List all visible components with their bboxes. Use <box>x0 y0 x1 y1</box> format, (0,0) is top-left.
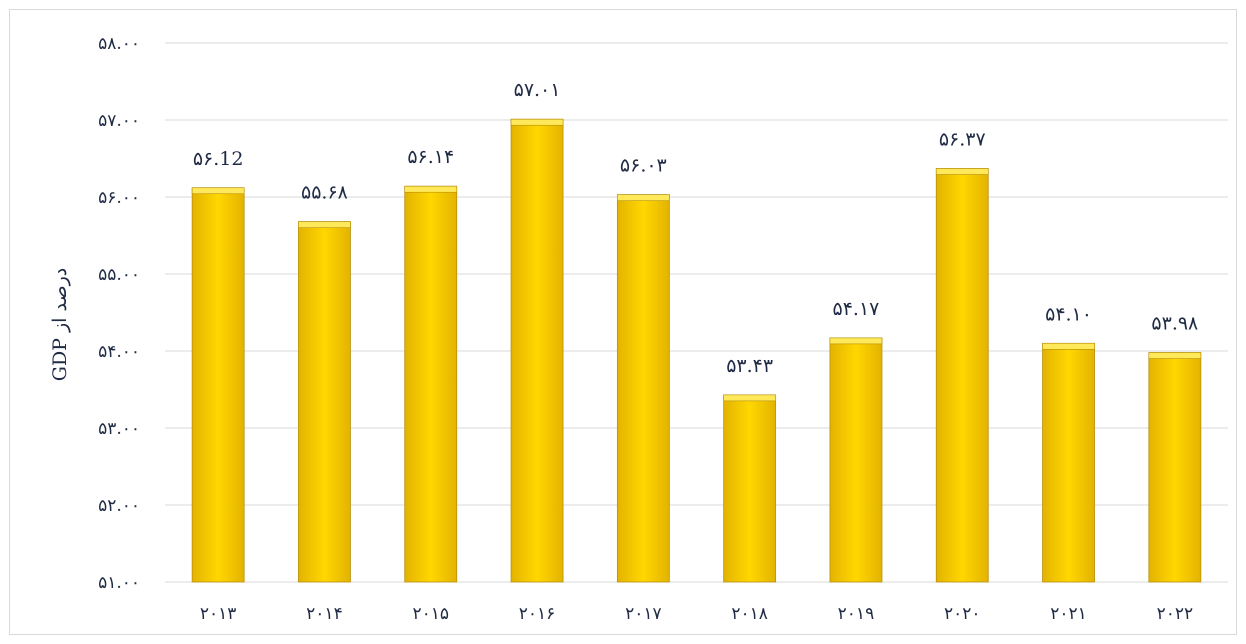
chart-frame <box>9 9 1237 635</box>
y-tick-label: ۵۴.۰۰ <box>98 342 140 362</box>
bar <box>935 168 989 583</box>
bar-cap <box>829 337 883 345</box>
bar-cap <box>510 118 564 126</box>
x-tick-label: ۲۰۱۳ <box>200 604 237 624</box>
data-label: ۵۳.۹۸ <box>1151 313 1198 335</box>
data-label: ۵۶.۱۴ <box>407 146 454 168</box>
bar-body <box>191 187 245 583</box>
y-tick-label: ۵۵.۰۰ <box>98 265 140 285</box>
bar <box>723 394 777 583</box>
bar-body <box>510 118 564 583</box>
x-tick-label: ۲۰۱۸ <box>731 604 768 624</box>
bar-cap <box>298 221 351 228</box>
y-tick-label: ۵۱.۰۰ <box>98 573 140 593</box>
data-label: ۵۶.۰۳ <box>620 155 667 177</box>
bar <box>404 185 458 583</box>
bar-cap <box>404 185 458 193</box>
bar-cap <box>1042 342 1095 350</box>
bar <box>616 194 670 583</box>
data-labels: ۵۶.12 ۵۵.۶۸ ۵۶.۱۴ ۵۷.۰۱ ۵۶.۰۳ ۵۳.۴۳ ۵۴.۱۷ ۵۶.۳۷… <box>193 79 1198 377</box>
x-tick-label: ۲۰۲۱ <box>1050 604 1087 624</box>
bar-cap <box>935 168 989 175</box>
y-tick-label: ۵۸.۰۰ <box>98 34 140 54</box>
bar-cap <box>1148 352 1202 359</box>
x-tick-label: ۲۰۲۲ <box>1157 604 1194 624</box>
bar <box>191 187 245 583</box>
bar <box>829 337 883 583</box>
y-tick-label: ۵۷.۰۰ <box>98 111 140 131</box>
y-axis-title: درصد از GDP <box>49 268 71 381</box>
x-tick-label: ۲۰۱۴ <box>306 604 343 624</box>
y-tick-label: ۵۶.۰۰ <box>98 188 140 208</box>
bar-body <box>1148 352 1202 583</box>
bars <box>191 118 1202 583</box>
bar <box>1148 352 1202 583</box>
x-tick-label: ۲۰۱۵ <box>412 604 449 624</box>
bar-body <box>935 168 989 583</box>
x-axis-ticks: ۲۰۱۳ ۲۰۱۴ ۲۰۱۵ ۲۰۱۶ ۲۰۱۷ ۲۰۱۸ ۲۰۱۹ ۲۰۲۰ ۲۰۲۱ ۲۰۲۲ <box>200 604 1193 624</box>
bar-body <box>616 194 670 583</box>
bar-cap <box>191 187 245 195</box>
data-label: ۵۷.۰۱ <box>514 79 561 101</box>
data-label: ۵۴.۱۷ <box>833 298 880 320</box>
x-tick-label: ۲۰۱۹ <box>838 604 875 624</box>
data-label: ۵۴.۱۰ <box>1045 303 1092 325</box>
data-label: ۵۳.۴۳ <box>726 355 773 377</box>
bar-body <box>298 221 351 583</box>
bar-body <box>404 185 458 583</box>
bar-cap <box>617 194 670 201</box>
data-label: ۵۵.۶۸ <box>301 182 348 204</box>
bar-body <box>829 337 883 583</box>
y-axis-ticks: ۵۱.۰۰ ۵۲.۰۰ ۵۳.۰۰ ۵۴.۰۰ ۵۵.۰۰ ۵۶.۰۰ ۵۷.۰۰ ۵۸.۰۰ <box>98 34 140 593</box>
y-tick-label: ۵۳.۰۰ <box>98 419 140 439</box>
data-label: ۵۶.12 <box>193 148 244 170</box>
x-tick-label: ۲۰۱۷ <box>625 604 662 624</box>
y-tick-label: ۵۲.۰۰ <box>98 496 140 516</box>
data-label: ۵۶.۳۷ <box>939 129 986 151</box>
bar <box>510 118 564 583</box>
bar-cap <box>723 394 776 402</box>
bar <box>298 221 351 583</box>
bar-body <box>723 394 777 583</box>
bar-body <box>1042 342 1095 583</box>
x-tick-label: ۲۰۲۰ <box>944 604 981 624</box>
x-tick-label: ۲۰۱۶ <box>519 604 556 624</box>
bar <box>1042 342 1095 583</box>
